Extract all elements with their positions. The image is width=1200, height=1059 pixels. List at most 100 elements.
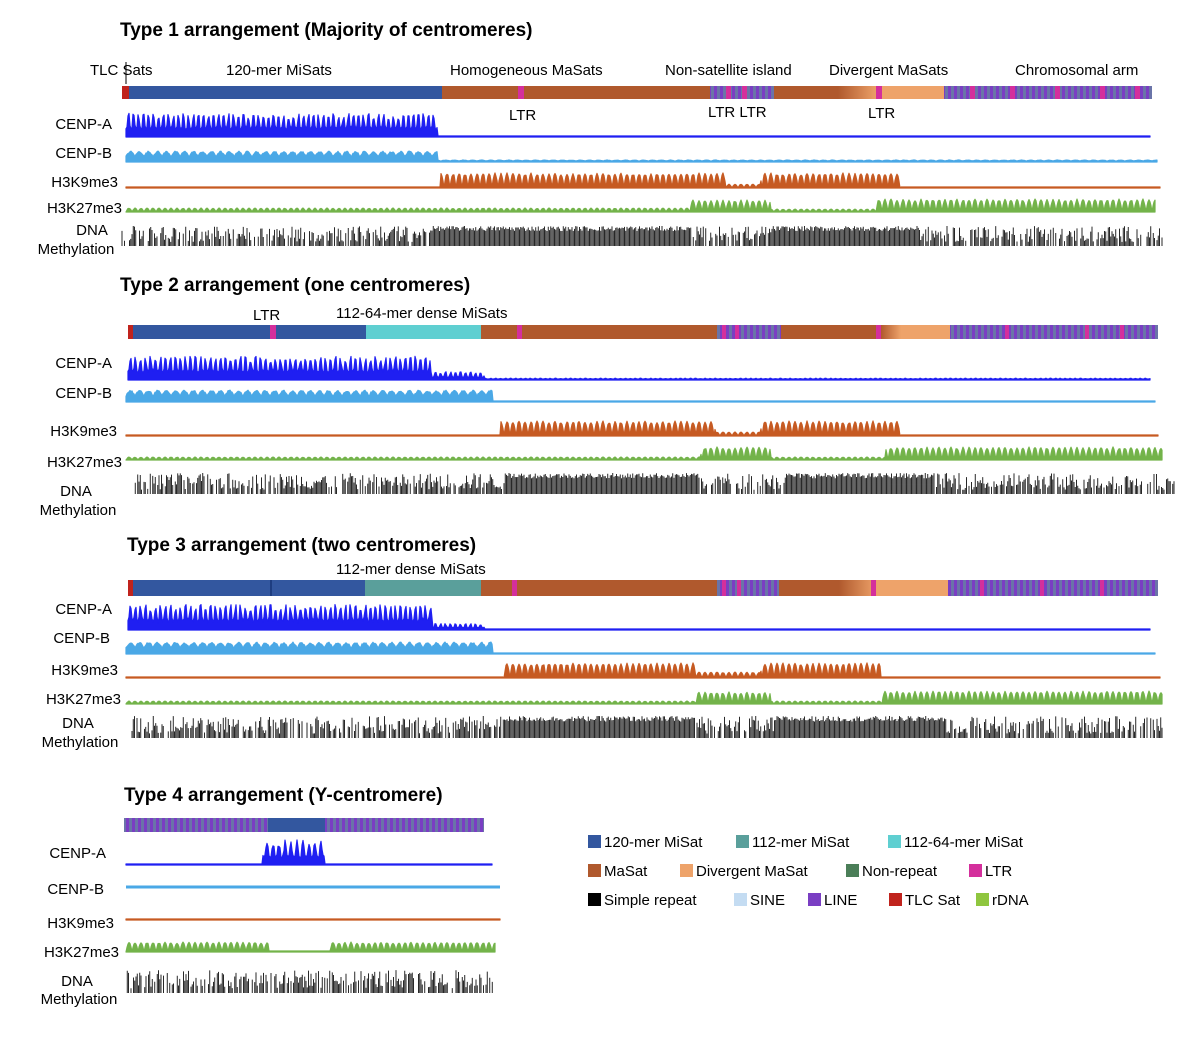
signal-area	[125, 150, 1158, 163]
signal-area	[125, 662, 1161, 679]
track-label-h3k9me3: H3K9me3	[47, 915, 114, 932]
legend-swatch	[976, 893, 989, 906]
track-label-methylation: Methylation	[38, 241, 115, 258]
panel-type-2: Type 2 arrangement (one centromeres) LTR…	[40, 275, 1175, 519]
track-label-h3k9me3: H3K9me3	[51, 662, 118, 679]
signal-area	[125, 420, 1159, 437]
h3k27me3-track	[125, 941, 496, 953]
track-label-h3k27me3: H3K27me3	[44, 944, 119, 961]
segment-ltr	[722, 325, 726, 339]
legend-label: 120-mer MiSat	[604, 834, 703, 851]
segment-ltr	[970, 86, 975, 99]
segment-ltr	[1055, 86, 1060, 99]
segment-divergent-masat	[901, 325, 950, 339]
legend-swatch	[734, 893, 747, 906]
segment-ltr	[1010, 86, 1015, 99]
segment-masat	[781, 325, 876, 339]
legend-label: MaSat	[604, 863, 648, 880]
segment-masat-transition	[839, 580, 877, 596]
segment-line	[717, 325, 781, 339]
legend-swatch	[588, 835, 601, 848]
dna-methylation-track	[126, 970, 493, 993]
legend: 120-mer MiSat 112-mer MiSat 112-64-mer MiS…	[588, 834, 1029, 909]
track-label-h3k9me3: H3K9me3	[51, 174, 118, 191]
legend-label: TLC Sat	[905, 892, 961, 909]
track-label-dna: DNA	[76, 222, 108, 239]
track-label-cenp-a: CENP-A	[49, 845, 106, 862]
track-label-methylation: Methylation	[41, 991, 118, 1008]
signal-area	[125, 839, 493, 866]
methylation-bars	[121, 226, 1163, 246]
legend-label: LINE	[824, 892, 857, 909]
segment-120-mer-misat	[133, 325, 366, 339]
legend-swatch	[680, 864, 693, 877]
segment-ltr	[1100, 86, 1105, 99]
track-label-dna: DNA	[61, 973, 93, 990]
track-label-cenp-a: CENP-A	[55, 601, 112, 618]
repeat-bar	[124, 818, 484, 832]
segment-ltr	[1135, 86, 1140, 99]
cenp-b-track	[125, 389, 1156, 403]
segment-ltr	[270, 325, 276, 339]
segment-ltr	[876, 325, 881, 339]
legend-swatch	[588, 864, 601, 877]
segment-120-mer-misat	[268, 818, 325, 832]
h3k9me3-track	[125, 172, 1161, 189]
track-label-dna: DNA	[60, 483, 92, 500]
segment-chromosomal-arm	[944, 86, 1152, 99]
panel-title: Type 2 arrangement (one centromeres)	[120, 275, 470, 296]
panel-title: Type 4 arrangement (Y-centromere)	[124, 785, 443, 806]
segment-ltr	[980, 580, 984, 596]
region-label-tlc-sats: TLC Sats	[90, 62, 153, 79]
segment-ltr	[876, 86, 882, 99]
h3k9me3-track	[125, 918, 501, 921]
segment-ltr	[1100, 580, 1104, 596]
ltr-label: LTR	[868, 105, 895, 122]
cenp-a-track	[127, 604, 1151, 631]
segment-120-mer-misat	[129, 86, 442, 99]
h3k9me3-track	[125, 420, 1159, 437]
segment-ltr	[517, 325, 522, 339]
segment-ltr	[1005, 325, 1009, 339]
h3k27me3-track	[125, 690, 1163, 705]
segment-divider	[270, 580, 272, 596]
segment-ltr	[737, 580, 741, 596]
signal-area	[127, 355, 1151, 381]
legend-swatch	[889, 893, 902, 906]
legend-label: rDNA	[992, 892, 1029, 909]
segment-masat	[774, 86, 838, 99]
segment-tlc-sat	[128, 325, 133, 339]
signal-area	[125, 389, 1156, 403]
track-label-dna: DNA	[62, 715, 94, 732]
segment-tlc-sat	[128, 580, 133, 596]
segment-tlc-sat	[122, 86, 129, 99]
segment-ltr	[726, 86, 731, 99]
segment-ltr	[1040, 580, 1044, 596]
cenp-b-track	[125, 641, 1156, 655]
segment-masat	[481, 325, 717, 339]
segment-masat	[481, 580, 717, 596]
segment-ltr	[742, 86, 747, 99]
signal-area	[125, 172, 1161, 189]
panel-title: Type 3 arrangement (two centromeres)	[127, 535, 476, 556]
legend-label: Simple repeat	[604, 892, 697, 909]
signal-area	[125, 941, 496, 953]
cenp-a-track	[125, 112, 1151, 138]
legend-swatch	[588, 893, 601, 906]
segment-masat	[779, 580, 839, 596]
track-label-h3k9me3: H3K9me3	[50, 423, 117, 440]
legend-swatch	[736, 835, 749, 848]
panel-type-1: Type 1 arrangement (Majority of centrome…	[38, 20, 1163, 258]
segment-112-mer-misat	[365, 580, 481, 596]
segment-divergent-masat	[877, 580, 948, 596]
segment-masat-transition	[881, 325, 901, 339]
legend-swatch	[846, 864, 859, 877]
legend-swatch	[969, 864, 982, 877]
track-label-h3k27me3: H3K27me3	[47, 200, 122, 217]
segment-masat-transition	[838, 86, 878, 99]
panel-type-3: Type 3 arrangement (two centromeres) 112…	[42, 535, 1163, 751]
track-label-cenp-b: CENP-B	[55, 385, 112, 402]
region-label-divergent-masats: Divergent MaSats	[829, 62, 948, 79]
signal-area	[125, 446, 1163, 461]
